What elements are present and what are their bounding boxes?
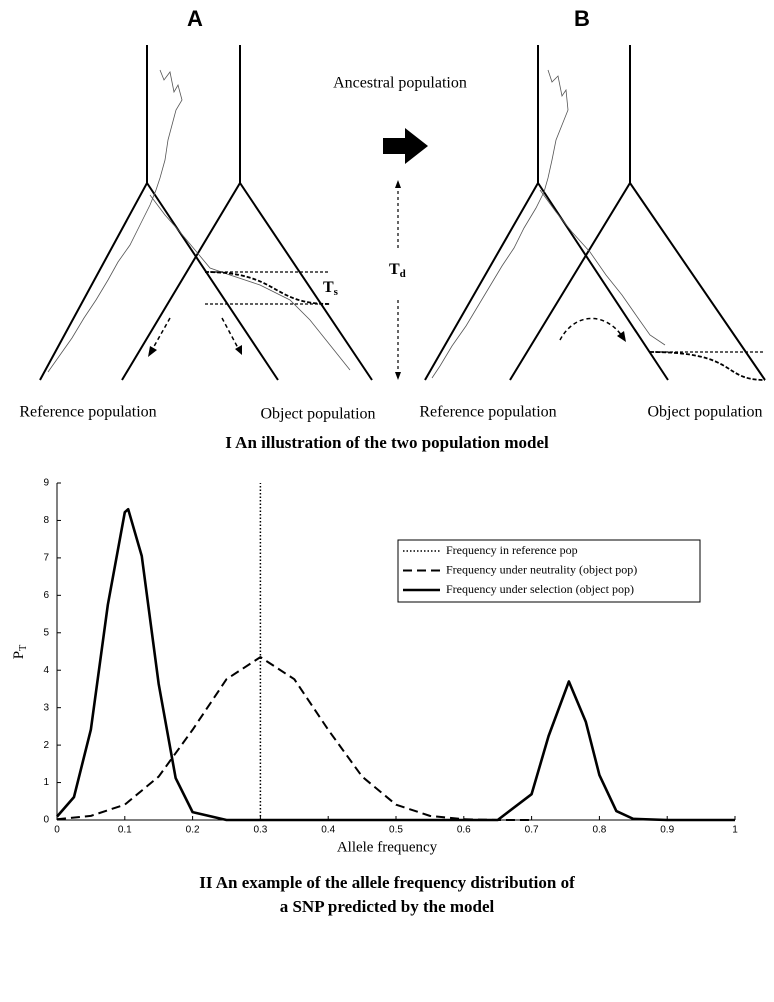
x-tick-label: 0.1 [118, 825, 132, 836]
arrow-head [617, 331, 626, 342]
big-arrow [383, 128, 428, 164]
ts-main: T [323, 279, 334, 296]
s-curve [649, 351, 766, 381]
x-tick-label: 0.2 [186, 825, 200, 836]
trace [149, 194, 351, 371]
x-axis-label: Allele frequency [337, 839, 438, 855]
arrow-head [235, 345, 242, 355]
arrow-head [395, 180, 401, 188]
legend-label: Frequency under neutrality (object pop) [446, 562, 637, 576]
ancestral-label: Ancestral population [333, 75, 467, 92]
y-label-sub: T [18, 645, 29, 651]
triangle [121, 181, 373, 381]
y-tick-label: 1 [43, 777, 49, 788]
y-axis-label: PT [11, 645, 29, 659]
y-tick-label: 4 [43, 665, 49, 676]
legend-label: Frequency in reference pop [446, 543, 578, 557]
y-label-main: P [11, 651, 27, 659]
arrow [559, 317, 623, 341]
chart: Allele frequency PT II An example of the… [11, 478, 738, 916]
td-label: Td [389, 261, 406, 280]
diagram: A B Ancestral population Ts Td Reference… [19, 6, 766, 452]
td-main: T [389, 261, 400, 278]
x-tick-label: 0.8 [592, 825, 606, 836]
y-tick-label: 8 [43, 515, 49, 526]
population-label: Object population [647, 404, 762, 421]
panel-label: A [187, 6, 203, 31]
triangle [39, 181, 279, 381]
legend-label: Frequency under selection (object pop) [446, 582, 634, 596]
population-label: Object population [260, 406, 375, 423]
triangle [424, 181, 669, 381]
x-tick-label: 1 [732, 825, 738, 836]
y-tick-label: 2 [43, 740, 49, 751]
caption: a SNP predicted by the model [280, 897, 495, 916]
caption: I An illustration of the two population … [225, 433, 549, 452]
population-label: Reference population [419, 404, 556, 421]
x-tick-label: 0.6 [457, 825, 471, 836]
x-tick-label: 0 [54, 825, 60, 836]
ts-label: Ts [323, 279, 339, 298]
line-series [56, 656, 532, 821]
caption: II An example of the allele frequency di… [199, 873, 575, 892]
y-tick-label: 6 [43, 590, 49, 601]
x-tick-label: 0.5 [389, 825, 403, 836]
arrow-head [395, 372, 401, 380]
x-tick-label: 0.7 [525, 825, 539, 836]
y-tick-label: 7 [43, 553, 49, 564]
x-tick-label: 0.9 [660, 825, 674, 836]
trace [47, 69, 183, 373]
y-tick-label: 0 [43, 815, 49, 826]
legend-box [397, 539, 701, 603]
x-tick-label: 0.3 [253, 825, 267, 836]
arrow [151, 317, 171, 351]
triangle [509, 181, 766, 381]
trace [431, 69, 569, 379]
y-tick-label: 5 [43, 627, 49, 638]
x-tick-label: 0.4 [321, 825, 335, 836]
arrow [221, 317, 239, 349]
y-tick-label: 9 [43, 478, 49, 489]
panel-label: B [574, 6, 590, 31]
ts-sub: s [334, 286, 339, 298]
arrow-head [148, 346, 157, 357]
population-label: Reference population [19, 404, 156, 421]
td-sub: d [400, 268, 406, 280]
trace [539, 189, 666, 346]
line-series [56, 507, 735, 822]
y-tick-label: 3 [43, 702, 49, 713]
